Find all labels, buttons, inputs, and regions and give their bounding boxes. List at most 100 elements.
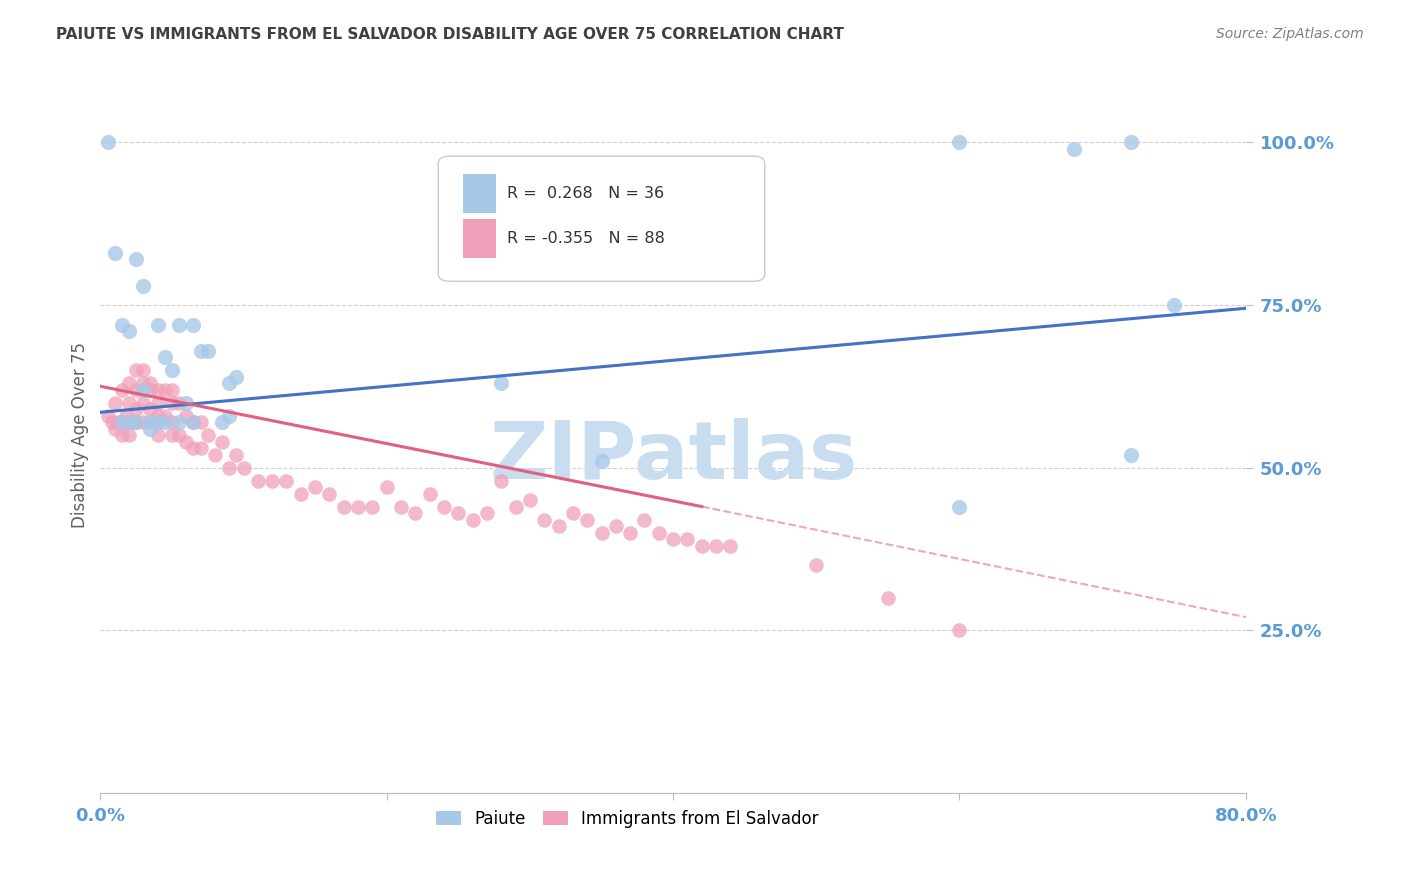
- Point: [174, 434, 197, 449]
- Point: [132, 415, 155, 429]
- Point: [433, 500, 456, 514]
- Point: [246, 474, 269, 488]
- Point: [1121, 136, 1143, 150]
- Point: [491, 474, 513, 488]
- Point: [146, 415, 169, 429]
- Point: [121, 415, 143, 429]
- Point: [183, 415, 205, 429]
- Point: [132, 395, 155, 409]
- Bar: [464, 174, 495, 213]
- Point: [361, 500, 384, 514]
- Point: [619, 525, 641, 540]
- Point: [183, 415, 205, 429]
- Point: [115, 409, 138, 423]
- Point: [153, 383, 176, 397]
- Point: [333, 500, 356, 514]
- Point: [118, 376, 141, 390]
- Point: [225, 369, 247, 384]
- Point: [132, 363, 155, 377]
- Point: [167, 415, 190, 429]
- Bar: [464, 219, 495, 258]
- Point: [304, 480, 326, 494]
- Point: [146, 383, 169, 397]
- Point: [160, 383, 183, 397]
- Point: [160, 428, 183, 442]
- Point: [389, 500, 412, 514]
- Point: [419, 486, 441, 500]
- Point: [877, 591, 900, 605]
- Point: [218, 460, 240, 475]
- Point: [96, 409, 118, 423]
- Point: [211, 415, 233, 429]
- Point: [125, 383, 148, 397]
- Point: [290, 486, 312, 500]
- Point: [139, 421, 162, 435]
- Point: [190, 441, 212, 455]
- Point: [139, 415, 162, 429]
- Point: [276, 474, 298, 488]
- Point: [948, 500, 970, 514]
- Point: [125, 402, 148, 417]
- Point: [146, 409, 169, 423]
- Point: [111, 383, 134, 397]
- Point: [139, 376, 162, 390]
- Point: [125, 363, 148, 377]
- Point: [174, 409, 197, 423]
- Point: [576, 512, 599, 526]
- Point: [197, 428, 219, 442]
- Point: [132, 376, 155, 390]
- Point: [146, 428, 169, 442]
- Point: [107, 415, 129, 429]
- Point: [101, 415, 124, 429]
- Text: R = -0.355   N = 88: R = -0.355 N = 88: [508, 231, 665, 246]
- Point: [948, 623, 970, 637]
- Point: [591, 525, 613, 540]
- Point: [146, 395, 169, 409]
- Point: [648, 525, 671, 540]
- Point: [262, 474, 284, 488]
- Point: [605, 519, 627, 533]
- Text: R =  0.268   N = 36: R = 0.268 N = 36: [508, 186, 664, 201]
- Point: [519, 493, 541, 508]
- Point: [183, 441, 205, 455]
- Point: [491, 376, 513, 390]
- Point: [1063, 142, 1085, 156]
- Point: [118, 395, 141, 409]
- Point: [704, 539, 727, 553]
- Point: [125, 415, 148, 429]
- Point: [167, 318, 190, 332]
- Point: [461, 512, 484, 526]
- Point: [111, 318, 134, 332]
- Point: [690, 539, 713, 553]
- Point: [806, 558, 828, 573]
- Point: [475, 506, 498, 520]
- Point: [146, 415, 169, 429]
- Point: [633, 512, 655, 526]
- Point: [533, 512, 555, 526]
- Point: [662, 532, 685, 546]
- Point: [118, 324, 141, 338]
- Point: [225, 448, 247, 462]
- Point: [96, 136, 118, 150]
- Point: [318, 486, 340, 500]
- Point: [676, 532, 699, 546]
- Point: [211, 434, 233, 449]
- Point: [232, 460, 254, 475]
- Point: [160, 415, 183, 429]
- Point: [118, 415, 141, 429]
- Text: ZIPatlas: ZIPatlas: [489, 417, 858, 495]
- Point: [153, 350, 176, 364]
- FancyBboxPatch shape: [439, 156, 765, 281]
- Point: [190, 343, 212, 358]
- Point: [197, 343, 219, 358]
- Point: [132, 278, 155, 293]
- Point: [153, 409, 176, 423]
- Text: PAIUTE VS IMMIGRANTS FROM EL SALVADOR DISABILITY AGE OVER 75 CORRELATION CHART: PAIUTE VS IMMIGRANTS FROM EL SALVADOR DI…: [56, 27, 844, 42]
- Point: [547, 519, 569, 533]
- Point: [183, 318, 205, 332]
- Point: [718, 539, 741, 553]
- Point: [153, 415, 176, 429]
- Point: [160, 363, 183, 377]
- Point: [505, 500, 527, 514]
- Point: [1121, 448, 1143, 462]
